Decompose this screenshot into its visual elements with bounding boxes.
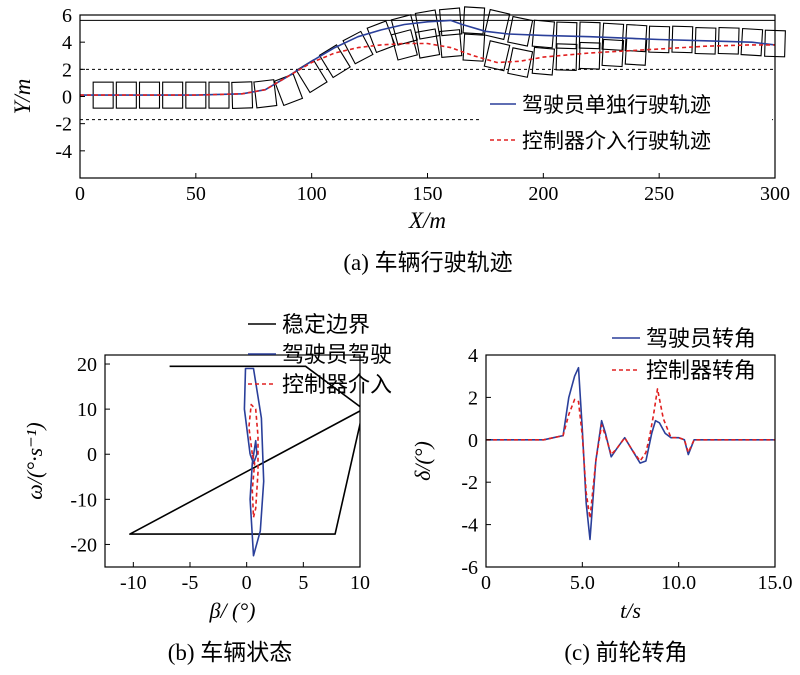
x-tick-label: 15.0 — [758, 572, 793, 594]
vehicle-outline — [531, 19, 556, 49]
vehicle-outline — [342, 30, 374, 65]
legend-label: 稳定边界 — [282, 312, 370, 337]
vehicle-outline — [390, 29, 418, 61]
vehicle-outline — [390, 14, 419, 46]
y-axis-label: δ/(°) — [410, 441, 435, 481]
x-axis-label: β/ (°) — [208, 598, 255, 623]
trajectory-line-1 — [80, 19, 776, 96]
chart-a-vehicle-trajectory: 0 50 100 150 200 250 300 6 4 2 0 -2 -4 X/m Y/m (a) 车辆行驶… — [10, 5, 790, 275]
y-tick-label: 10 — [77, 399, 97, 421]
y-axis-label: ω/(°·s⁻¹) — [22, 422, 47, 499]
plot-frame — [104, 354, 361, 568]
x-tick-label: 0 — [481, 572, 491, 594]
y-tick-label: -20 — [70, 534, 97, 556]
vehicle-outline — [462, 33, 486, 62]
x-tick-label: 5.0 — [570, 572, 595, 594]
legend-background — [480, 86, 772, 162]
chart-caption: (a) 车辆行驶轨迹 — [343, 250, 512, 275]
y-tick-label: -10 — [70, 489, 97, 511]
vehicle-outline — [253, 79, 278, 109]
vehicle-outline — [507, 15, 534, 47]
vehicle-outline — [578, 21, 601, 50]
vehicle-outline — [438, 29, 463, 58]
vehicle-outline — [601, 38, 625, 68]
y-tick-label: -6 — [461, 557, 478, 579]
plot-area — [129, 365, 360, 557]
y-tick-label: 2 — [468, 387, 478, 409]
legend-label: 驾驶员单独行驶轨迹 — [522, 93, 711, 117]
state-line-1 — [129, 365, 360, 535]
x-axis-label: X/m — [408, 208, 446, 233]
trajectory-line-2 — [80, 42, 775, 96]
x-tick-label: -10 — [120, 572, 147, 594]
x-tick-label: 50 — [186, 183, 206, 205]
y-tick-label: 0 — [468, 430, 478, 452]
vehicle-outline — [483, 40, 511, 72]
x-tick-label: 5 — [298, 572, 308, 594]
vehicle-outline — [507, 47, 534, 78]
x-axis-label: t/s — [620, 598, 641, 623]
vehicle-outline — [318, 44, 351, 79]
legend-label: 控制器转角 — [646, 358, 756, 383]
legend-label: 控制器介入 — [282, 372, 392, 397]
vehicle-outline — [414, 9, 441, 40]
x-tick-label: -5 — [182, 572, 199, 594]
state-line-3 — [248, 403, 259, 519]
steer-line-1 — [486, 366, 775, 541]
legend-label: 控制器介入行驶轨迹 — [522, 129, 711, 153]
legend-label: 驾驶员驾驶 — [282, 342, 392, 367]
steer-line-2 — [486, 388, 775, 520]
vehicle-outline — [366, 20, 396, 54]
x-tick-label: 0 — [242, 572, 252, 594]
vehicle-outline — [531, 46, 556, 76]
chart-c-front-wheel-angle: 0 5.0 10.0 15.0 4 2 0 -2 -4 -6 t/s δ/(°) (c) 前轮转角 驾驶员… — [410, 326, 793, 665]
x-tick-label: 10.0 — [661, 572, 696, 594]
y-axis-label: Y/m — [10, 79, 35, 115]
vehicle-outline — [483, 8, 511, 41]
x-tick-label: 150 — [413, 183, 443, 205]
x-tick-label: 250 — [644, 183, 674, 205]
y-tick-label: 0 — [62, 87, 72, 109]
y-tick-label: -4 — [461, 515, 478, 537]
y-tick-label: 0 — [87, 444, 97, 466]
x-tick-label: 10 — [350, 572, 370, 594]
y-tick-label: 2 — [62, 59, 72, 81]
vehicle-outline — [414, 28, 441, 59]
y-tick-label: -2 — [55, 114, 72, 136]
vehicle-outline — [555, 43, 578, 71]
vehicle-outline — [578, 41, 601, 70]
x-tick-label: 0 — [75, 183, 85, 205]
chart-caption: (b) 车辆状态 — [168, 640, 293, 665]
y-tick-label: -4 — [55, 141, 72, 163]
vehicle-outline — [438, 7, 463, 37]
plot-frame — [485, 354, 776, 568]
y-tick-label: -2 — [461, 472, 478, 494]
x-tick-label: 200 — [528, 183, 558, 205]
vehicle-outline — [231, 81, 254, 109]
x-tick-label: 300 — [760, 183, 790, 205]
vehicle-outline — [295, 59, 328, 94]
legend-label: 驾驶员转角 — [646, 326, 756, 351]
vehicle-outline — [462, 6, 486, 35]
y-tick-label: 6 — [62, 5, 72, 27]
y-tick-label: 4 — [468, 345, 478, 367]
state-line-2 — [243, 367, 265, 557]
chart-b-vehicle-state: -10 -5 0 5 10 20 10 0 -10 -20 β/ (°) ω/(°·s⁻¹) (b) 车… — [22, 312, 392, 665]
chart-caption: (c) 前轮转角 — [564, 640, 687, 665]
x-tick-label: 100 — [297, 183, 327, 205]
vehicle-outline — [273, 73, 304, 107]
y-tick-label: 20 — [77, 354, 97, 376]
y-tick-label: 4 — [62, 32, 72, 54]
